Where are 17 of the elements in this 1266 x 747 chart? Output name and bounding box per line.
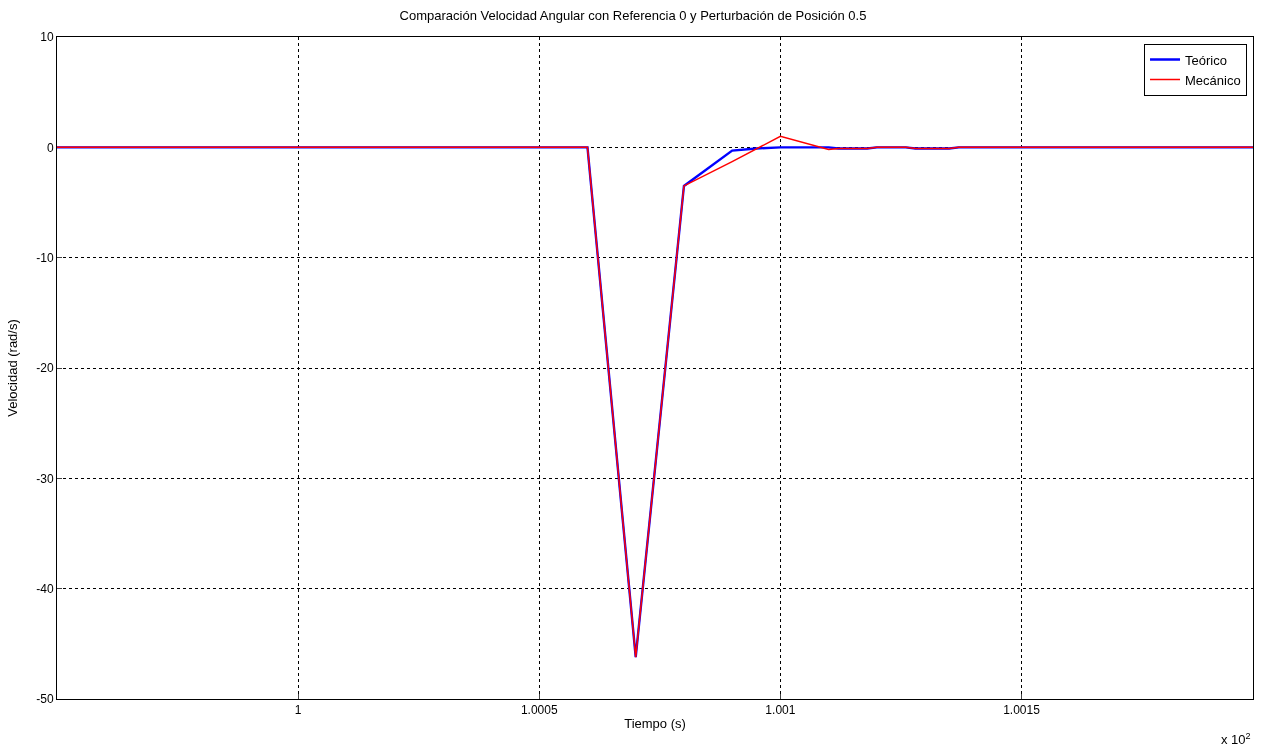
y-axis-title: Velocidad (rad/s)	[5, 319, 21, 417]
y-tick-label: 10	[40, 30, 54, 45]
x-tick-label: 1.0005	[520, 703, 558, 718]
legend-label: Mecánico	[1185, 72, 1241, 88]
y-tick-label: 0	[46, 140, 54, 155]
text: x 10$^{2}$	[1221, 731, 1251, 747]
x-tick-label: 1	[294, 703, 302, 718]
chart-title: Comparación Velocidad Angular con Referencia 0 y Perturbación de Posición 0.5	[399, 8, 867, 24]
x-tick-label: 1.0015	[1003, 703, 1041, 718]
y-tick-label: -10	[36, 250, 54, 265]
x-tick-label: 1.001	[765, 703, 796, 718]
y-tick-label: -50	[36, 692, 54, 707]
y-tick-label: -40	[36, 581, 54, 596]
x-axis-title: Tiempo (s)	[624, 716, 686, 731]
legend-label: Teórico	[1185, 52, 1227, 68]
y-tick-label: -20	[36, 361, 54, 376]
y-tick-label: -30	[36, 471, 54, 486]
